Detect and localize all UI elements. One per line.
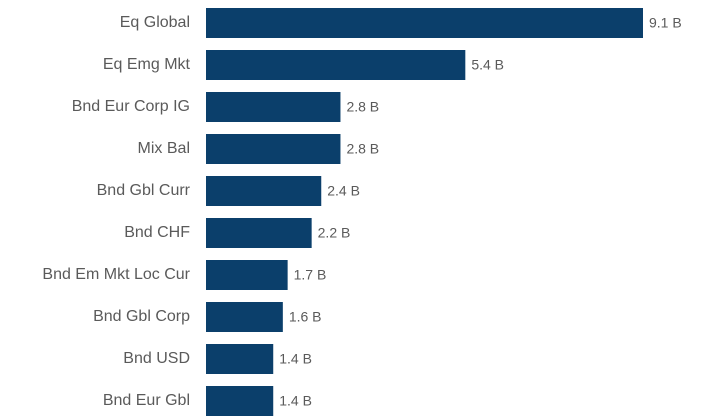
value-label: 2.2 B: [318, 225, 351, 241]
value-label: 2.4 B: [327, 183, 360, 199]
category-label: Eq Emg Mkt: [103, 56, 191, 73]
category-label: Bnd CHF: [124, 224, 190, 241]
value-label: 1.6 B: [289, 309, 322, 325]
bar: [206, 218, 312, 248]
category-label: Bnd Gbl Corp: [93, 308, 190, 325]
category-label: Bnd Em Mkt Loc Cur: [42, 266, 190, 283]
value-label: 5.4 B: [471, 57, 504, 73]
bar: [206, 302, 283, 332]
value-label: 2.8 B: [346, 99, 379, 115]
category-label: Eq Global: [120, 14, 190, 31]
category-label: Bnd Eur Corp IG: [72, 98, 190, 115]
bar: [206, 8, 643, 38]
bar: [206, 344, 274, 374]
bar: [206, 50, 466, 80]
category-label: Mix Bal: [138, 140, 190, 157]
bar: [206, 386, 274, 416]
bars-group: [206, 8, 643, 416]
value-label: 2.8 B: [346, 141, 379, 157]
category-label: Bnd Gbl Curr: [97, 182, 191, 199]
value-labels-group: 9.1 B 5.4 B 2.8 B 2.8 B 2.4 B 2.2 B 1.7 B 1.6 B…: [279, 15, 681, 409]
value-label: 9.1 B: [649, 15, 682, 31]
value-label: 1.7 B: [294, 267, 327, 283]
bar: [206, 176, 322, 206]
category-label: Bnd USD: [123, 350, 190, 367]
bar: [206, 92, 341, 122]
bar: [206, 260, 288, 290]
value-label: 1.4 B: [279, 351, 312, 367]
bar: [206, 134, 341, 164]
value-label: 1.4 B: [279, 393, 312, 409]
category-label: Bnd Eur Gbl: [103, 392, 190, 409]
category-labels-group: Eq Global Eq Emg Mkt Bnd Eur Corp IG Mix Ba…: [42, 14, 190, 409]
